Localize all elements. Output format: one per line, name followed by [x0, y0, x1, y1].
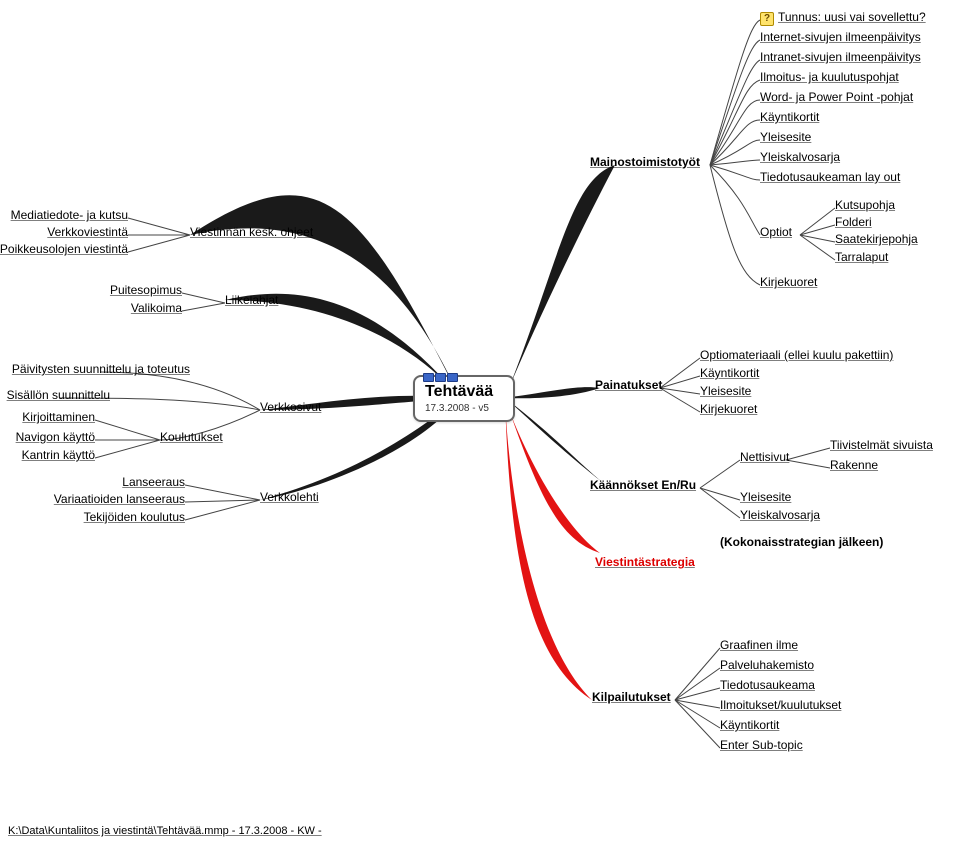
- branch-verkkolehti[interactable]: Verkkolehti: [260, 490, 319, 504]
- footer-path: K:\Data\Kuntaliitos ja viestintä\Tehtävä…: [8, 825, 322, 837]
- branch-liikelahjat[interactable]: Liikelahjat: [225, 293, 278, 307]
- leaf-tunnus[interactable]: ?Tunnus: uusi vai sovellettu?: [760, 10, 926, 26]
- leaf-mediatiedote[interactable]: Mediatiedote- ja kutsu: [11, 208, 128, 222]
- leaf-tiedotusaukeaman[interactable]: Tiedotusaukeaman lay out: [760, 170, 900, 184]
- leaf-optiomateriaali[interactable]: Optiomateriaali (ellei kuulu pakettiin): [700, 348, 893, 362]
- branch-kilpailutukset[interactable]: Kilpailutukset: [592, 690, 671, 704]
- leaf-valikoima[interactable]: Valikoima: [131, 301, 182, 315]
- leaf-palveluhakemisto[interactable]: Palveluhakemisto: [720, 658, 814, 672]
- leaf-poikkeusolojen[interactable]: Poikkeusolojen viestintä: [0, 242, 128, 256]
- leaf-intranet[interactable]: Intranet-sivujen ilmeenpäivitys: [760, 50, 921, 64]
- leaf-kirjoittaminen[interactable]: Kirjoittaminen: [22, 410, 95, 424]
- leaf-kayntikortit1[interactable]: Käyntikortit: [760, 110, 819, 124]
- leaf-verkkoviestinta[interactable]: Verkkoviestintä: [47, 225, 128, 239]
- branch-viestinnan[interactable]: Viestinnän kesk. ohjeet: [190, 225, 313, 239]
- leaf-kirjekuoret1[interactable]: Kirjekuoret: [760, 275, 817, 289]
- leaf-rakenne[interactable]: Rakenne: [830, 458, 878, 472]
- leaf-tiivistelmat[interactable]: Tiivistelmät sivuista: [830, 438, 933, 452]
- leaf-internet[interactable]: Internet-sivujen ilmeenpäivitys: [760, 30, 921, 44]
- leaf-variaatioiden[interactable]: Variaatioiden lanseeraus: [54, 492, 185, 506]
- center-title: Tehtävää: [425, 383, 503, 401]
- branch-nettisivut[interactable]: Nettisivut: [740, 450, 789, 464]
- leaf-yleiskalvosarja2[interactable]: Yleiskalvosarja: [740, 508, 820, 522]
- leaf-yleisesite1[interactable]: Yleisesite: [760, 130, 811, 144]
- leaf-yleisesite3[interactable]: Yleisesite: [740, 490, 791, 504]
- leaf-paivitysten[interactable]: Päivitysten suunnittelu ja toteutus: [12, 362, 190, 376]
- branch-painatukset[interactable]: Painatukset: [595, 378, 662, 392]
- leaf-kayntikortit2[interactable]: Käyntikortit: [700, 366, 759, 380]
- leaf-yleisesite2[interactable]: Yleisesite: [700, 384, 751, 398]
- leaf-yleiskalvosarja1[interactable]: Yleiskalvosarja: [760, 150, 840, 164]
- leaf-ilmoitukset[interactable]: Ilmoitukset/kuulutukset: [720, 698, 841, 712]
- leaf-kayntikortit3[interactable]: Käyntikortit: [720, 718, 779, 732]
- connector-canvas: [0, 0, 960, 845]
- leaf-enter-sub[interactable]: Enter Sub-topic: [720, 738, 803, 752]
- leaf-kirjekuoret2[interactable]: Kirjekuoret: [700, 402, 757, 416]
- branch-viestintastrategia[interactable]: Viestintästrategia: [595, 555, 695, 569]
- branch-mainostoimistotyot[interactable]: Mainostoimistotyöt: [590, 155, 700, 169]
- note-kokonaisstrategian: (Kokonaisstrategian jälkeen): [720, 535, 883, 549]
- leaf-kutsupohja[interactable]: Kutsupohja: [835, 198, 895, 212]
- branch-koulutukset[interactable]: Koulutukset: [160, 430, 223, 444]
- leaf-navigon[interactable]: Navigon käyttö: [16, 430, 95, 444]
- leaf-tekijoiden[interactable]: Tekijöiden koulutus: [84, 510, 185, 524]
- leaf-word[interactable]: Word- ja Power Point -pohjat: [760, 90, 913, 104]
- leaf-saatekirjepohja[interactable]: Saatekirjepohja: [835, 232, 918, 246]
- leaf-puitesopimus[interactable]: Puitesopimus: [110, 283, 182, 297]
- leaf-sisallon[interactable]: Sisällön suunnittelu: [7, 388, 110, 402]
- leaf-tarralaput[interactable]: Tarralaput: [835, 250, 888, 264]
- center-topic[interactable]: Tehtävää 17.3.2008 - v5: [413, 375, 515, 422]
- leaf-ilmoitus[interactable]: Ilmoitus- ja kuulutuspohjat: [760, 70, 899, 84]
- branch-optiot[interactable]: Optiot: [760, 225, 792, 239]
- leaf-graafinen[interactable]: Graafinen ilme: [720, 638, 798, 652]
- leaf-tiedotusaukeama[interactable]: Tiedotusaukeama: [720, 678, 815, 692]
- branch-verkkosivut[interactable]: Verkkosivut: [260, 400, 321, 414]
- question-icon: ?: [760, 12, 774, 26]
- leaf-folderi[interactable]: Folderi: [835, 215, 872, 229]
- leaf-lanseeraus[interactable]: Lanseeraus: [122, 475, 185, 489]
- leaf-kantrin[interactable]: Kantrin käyttö: [22, 448, 95, 462]
- center-subtitle: 17.3.2008 - v5: [425, 403, 503, 414]
- branch-kaannokset[interactable]: Käännökset En/Ru: [590, 478, 696, 492]
